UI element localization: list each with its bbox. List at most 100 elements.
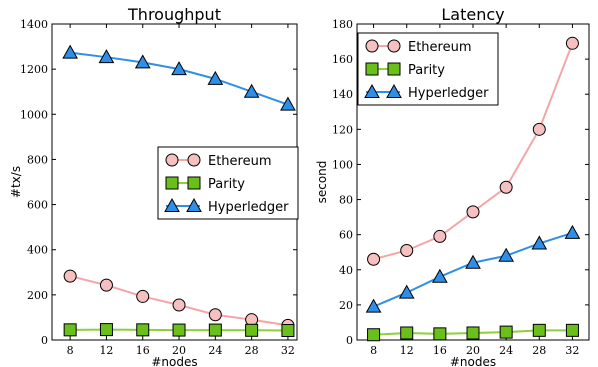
- y-tick-label: 20: [339, 299, 353, 312]
- y-tick-label: 140: [332, 88, 353, 101]
- x-tick-label: 12: [99, 344, 113, 357]
- y-tick-label: 60: [339, 229, 353, 242]
- data-point-circle: [499, 180, 513, 194]
- data-point-circle: [208, 308, 222, 322]
- data-point-triangle: [365, 298, 382, 313]
- y-tick-label: 0: [346, 334, 353, 347]
- legend-label: Parity: [208, 177, 245, 192]
- data-point-square: [499, 325, 513, 339]
- x-tick-label: 16: [433, 344, 447, 357]
- legend-marker-triangle: [164, 197, 180, 212]
- data-point-triangle: [531, 235, 548, 250]
- data-point-triangle: [465, 254, 481, 269]
- legend-marker-circle: [387, 39, 401, 53]
- data-point-triangle: [134, 54, 151, 69]
- x-tick-label: 20: [466, 344, 480, 357]
- legend-label: Parity: [408, 63, 445, 78]
- data-point-circle: [136, 289, 150, 303]
- data-point-square: [466, 326, 480, 340]
- legend-marker-square: [187, 176, 201, 190]
- data-point-triangle: [432, 268, 448, 283]
- x-tick-label: 32: [281, 344, 295, 357]
- data-point-square: [63, 323, 77, 337]
- data-point-square: [367, 328, 381, 342]
- legend-label: Ethereum: [208, 154, 272, 169]
- x-tick-label: 28: [245, 344, 259, 357]
- data-point-square: [99, 323, 113, 337]
- legend-marker-triangle: [364, 83, 380, 98]
- legend-label: Hyperledger: [208, 200, 289, 215]
- data-point-circle: [565, 36, 579, 50]
- data-point-square: [172, 323, 186, 337]
- x-tick-label: 20: [172, 344, 186, 357]
- x-tick-label: 28: [532, 344, 546, 357]
- chart-panel-2: 0 20 40 60 80 100 120 140 160 180 8 12 16 20 24 28 32 Lat…: [315, 5, 590, 367]
- x-tick-label: 8: [370, 344, 377, 357]
- data-point-square: [208, 323, 222, 337]
- data-point-square: [136, 323, 150, 337]
- y-tick-label: 600: [27, 199, 48, 212]
- data-point-circle: [63, 269, 77, 283]
- legend-marker-triangle: [386, 83, 402, 98]
- legend: Ethereum Parity Hyperledger: [157, 146, 299, 220]
- chart-panel-1: 0 200 400 600 800 1000 1200 1400 8 12 16 20 24 28 32 Th…: [9, 5, 299, 367]
- data-point-triangle: [62, 44, 79, 59]
- series-ethereum: [367, 36, 579, 266]
- data-point-triangle: [98, 49, 115, 64]
- y-axis-label: #tx/s: [9, 166, 23, 198]
- data-point-square: [400, 326, 414, 340]
- data-point-circle: [466, 205, 480, 219]
- data-point-triangle: [280, 96, 296, 111]
- data-point-square: [565, 323, 579, 337]
- legend: Ethereum Parity Hyperledger: [357, 32, 499, 106]
- y-tick-label: 800: [27, 153, 48, 166]
- data-point-triangle: [498, 247, 514, 262]
- chart-title: Throughput: [127, 5, 221, 24]
- x-tick-label: 24: [499, 344, 513, 357]
- data-point-triangle: [564, 224, 581, 239]
- legend-label: Ethereum: [408, 40, 472, 55]
- x-tick-label: 24: [208, 344, 222, 357]
- data-point-circle: [400, 243, 414, 257]
- y-tick-label: 120: [332, 123, 353, 136]
- y-tick-label: 1400: [20, 18, 48, 31]
- x-tick-label: 32: [565, 344, 579, 357]
- legend-marker-circle: [165, 153, 179, 167]
- x-tick-label: 12: [400, 344, 414, 357]
- y-tick-label: 40: [339, 264, 353, 277]
- legend-marker-square: [387, 62, 401, 76]
- series-hyperledger: [62, 44, 296, 111]
- data-point-square: [245, 323, 259, 337]
- data-point-square: [281, 324, 295, 338]
- series-hyperledger: [365, 224, 581, 313]
- legend-marker-square: [165, 176, 179, 190]
- data-point-square: [532, 323, 546, 337]
- y-tick-label: 1000: [20, 108, 48, 121]
- y-tick-label: 160: [332, 53, 353, 66]
- y-tick-label: 400: [27, 244, 48, 257]
- data-point-circle: [172, 298, 186, 312]
- data-point-circle: [99, 278, 113, 292]
- legend-label: Hyperledger: [408, 86, 489, 101]
- x-tick-label: 16: [136, 344, 150, 357]
- x-axis-label: #nodes: [151, 355, 197, 367]
- chart-title: Latency: [441, 5, 504, 24]
- y-tick-label: 100: [332, 158, 353, 171]
- data-point-circle: [367, 252, 381, 266]
- data-point-circle: [433, 229, 447, 243]
- series-parity: [367, 323, 579, 342]
- data-point-triangle: [398, 284, 415, 299]
- data-point-triangle: [243, 83, 260, 98]
- legend-marker-square: [365, 62, 379, 76]
- legend-marker-circle: [187, 153, 201, 167]
- x-axis-label: #nodes: [450, 355, 496, 367]
- legend-marker-circle: [365, 39, 379, 53]
- y-tick-label: 0: [41, 334, 48, 347]
- series-ethereum: [63, 269, 295, 332]
- legend-marker-triangle: [186, 197, 202, 212]
- y-tick-label: 200: [27, 289, 48, 302]
- data-point-triangle: [207, 70, 224, 85]
- y-tick-label: 1200: [20, 63, 48, 76]
- x-tick-label: 8: [67, 344, 74, 357]
